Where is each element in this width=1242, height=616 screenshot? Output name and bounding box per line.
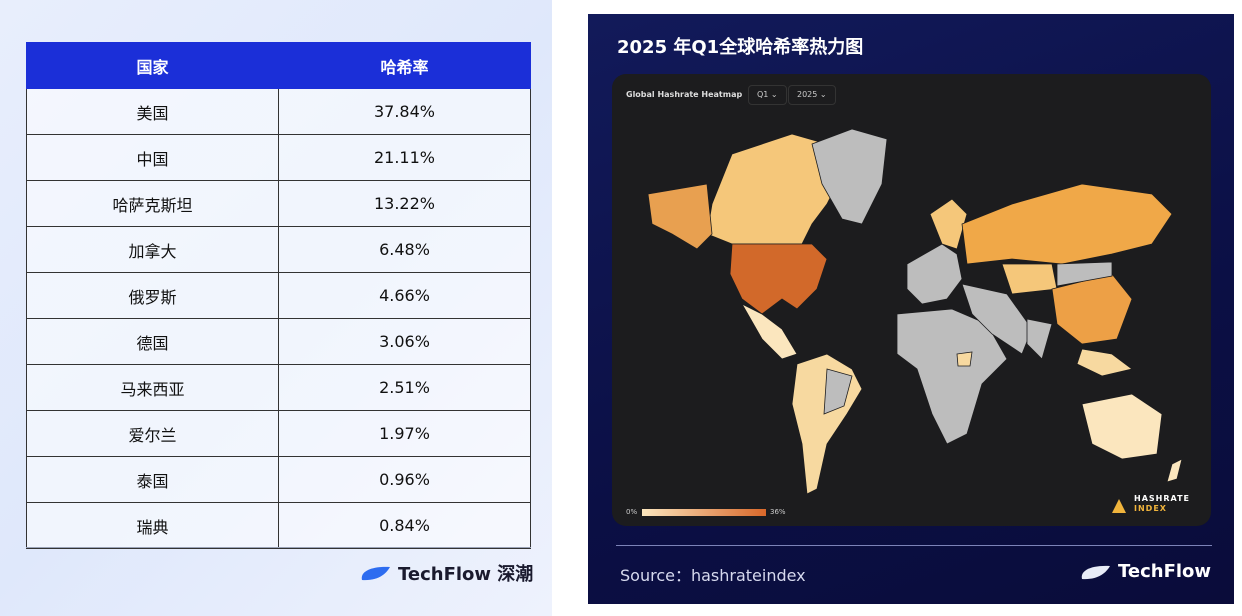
alaska bbox=[647, 183, 713, 250]
country-cell: 马来西亚 bbox=[26, 364, 279, 411]
panel-title: 2025 年Q1全球哈希率热力图 bbox=[617, 37, 864, 58]
table-row: 哈萨克斯坦 13.22% bbox=[26, 180, 531, 227]
ethiopia bbox=[956, 351, 973, 367]
header-cell: 哈希率 bbox=[278, 42, 531, 89]
brand-logo bbox=[1081, 565, 1110, 579]
brand-logo bbox=[361, 566, 390, 581]
country-cell: 泰国 bbox=[26, 456, 279, 503]
watermark: HASHRATE INDEX bbox=[1134, 494, 1190, 514]
hashrate-cell: 13.22% bbox=[278, 180, 531, 227]
southeast-asia bbox=[1076, 348, 1133, 377]
table-row: 泰国 0.96% bbox=[26, 456, 531, 503]
india bbox=[1026, 318, 1053, 360]
divider bbox=[26, 547, 531, 548]
watermark-line: INDEX bbox=[1134, 504, 1167, 513]
table-row: 爱尔兰 1.97% bbox=[26, 410, 531, 457]
middle-east bbox=[961, 283, 1033, 355]
hashrate-cell: 1.97% bbox=[278, 410, 531, 457]
hashrate-cell: 2.51% bbox=[278, 364, 531, 411]
table-row: 俄罗斯 4.66% bbox=[26, 272, 531, 319]
new-zealand bbox=[1166, 458, 1183, 483]
map-card: Global Hashrate Heatmap Q1 2025 bbox=[612, 74, 1211, 526]
legend-min: 0% bbox=[626, 508, 638, 516]
widget-title: Global Hashrate Heatmap bbox=[626, 90, 743, 99]
scandinavia bbox=[929, 198, 968, 250]
hashrate-cell: 21.11% bbox=[278, 134, 531, 181]
source: Source：hashrateindex bbox=[620, 566, 806, 585]
country-cell: 俄罗斯 bbox=[26, 272, 279, 319]
table-row: 中国 21.11% bbox=[26, 134, 531, 181]
brand-text: TechFlow 深潮 bbox=[398, 564, 534, 585]
quarter-dropdown[interactable]: Q1 bbox=[748, 85, 787, 105]
brand: TechFlow bbox=[1078, 561, 1211, 582]
hashrate-cell: 0.84% bbox=[278, 502, 531, 549]
legend-max: 36% bbox=[770, 508, 786, 516]
map-panel: 2025 年Q1全球哈希率热力图 Global Hashrate Heatmap… bbox=[588, 14, 1234, 604]
country-cell: 中国 bbox=[26, 134, 279, 181]
hashrate-cell: 6.48% bbox=[278, 226, 531, 273]
table-row: 瑞典 0.84% bbox=[26, 502, 531, 549]
hashrate-cell: 3.06% bbox=[278, 318, 531, 365]
mexico bbox=[740, 303, 798, 360]
legend-bar bbox=[642, 509, 766, 516]
world-map bbox=[647, 128, 1183, 495]
table-row: 加拿大 6.48% bbox=[26, 226, 531, 273]
country-cell: 瑞典 bbox=[26, 502, 279, 549]
greenland bbox=[811, 128, 888, 225]
russia bbox=[961, 183, 1173, 265]
hashrate-cell: 0.96% bbox=[278, 456, 531, 503]
watermark-line: HASHRATE bbox=[1134, 494, 1190, 503]
brand-text: TechFlow bbox=[1118, 561, 1212, 582]
table-row: 美国 37.84% bbox=[26, 88, 531, 135]
header-cell: 国家 bbox=[26, 42, 279, 89]
country-cell: 哈萨克斯坦 bbox=[26, 180, 279, 227]
africa bbox=[896, 308, 1008, 445]
brazil-part bbox=[823, 368, 853, 415]
kazakhstan bbox=[1001, 263, 1058, 295]
europe bbox=[906, 243, 963, 305]
year-dropdown[interactable]: 2025 bbox=[788, 85, 836, 105]
country-cell: 美国 bbox=[26, 88, 279, 135]
country-cell: 德国 bbox=[26, 318, 279, 365]
watermark-logo bbox=[1112, 499, 1126, 513]
hashrate-table: 国家 哈希率 美国 37.84% 中国 21.11% 哈萨克斯坦 13.22% 加拿大 6.48… bbox=[26, 42, 531, 549]
hashrate-cell: 37.84% bbox=[278, 88, 531, 135]
table-row: 马来西亚 2.51% bbox=[26, 364, 531, 411]
australia bbox=[1081, 393, 1163, 460]
usa bbox=[729, 243, 828, 315]
country-cell: 爱尔兰 bbox=[26, 410, 279, 457]
divider bbox=[616, 545, 1212, 546]
hashrate-cell: 4.66% bbox=[278, 272, 531, 319]
table-panel: 国家 哈希率 美国 37.84% 中国 21.11% 哈萨克斯坦 13.22% 加拿大 6.48… bbox=[0, 0, 552, 616]
mongolia bbox=[1056, 261, 1113, 287]
country-cell: 加拿大 bbox=[26, 226, 279, 273]
table-row: 德国 3.06% bbox=[26, 318, 531, 365]
header-row: 国家 哈希率 bbox=[26, 42, 531, 89]
brand: TechFlow 深潮 bbox=[358, 560, 533, 586]
